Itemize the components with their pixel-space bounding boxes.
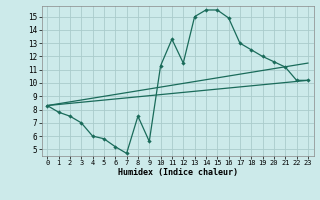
X-axis label: Humidex (Indice chaleur): Humidex (Indice chaleur) — [118, 168, 237, 177]
